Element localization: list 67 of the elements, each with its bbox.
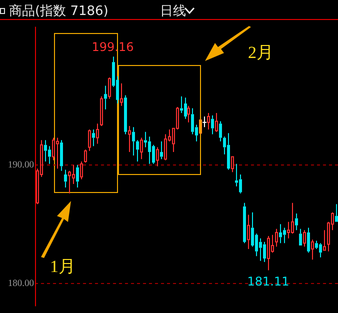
candlestick	[92, 129, 95, 147]
chart-subtitle: 日线	[160, 3, 186, 20]
candlestick	[184, 97, 187, 120]
candlestick	[323, 230, 326, 251]
candlestick	[227, 132, 230, 170]
candlestick	[279, 224, 282, 244]
candlestick	[303, 230, 306, 248]
candlestick	[275, 228, 278, 248]
candlestick	[187, 105, 190, 123]
candlestick	[263, 241, 266, 263]
candlestick	[44, 140, 47, 162]
candlestick	[219, 120, 222, 142]
candlestick	[291, 202, 294, 234]
candlestick	[287, 221, 290, 239]
candlestick	[156, 146, 159, 167]
candlestick	[88, 129, 91, 152]
annotation: 181.11	[247, 274, 290, 288]
candlestick	[251, 212, 254, 248]
candlestick	[164, 134, 167, 161]
candlestick	[311, 239, 314, 260]
candlestick	[68, 170, 71, 194]
candlestick	[160, 140, 163, 160]
candlestick	[148, 136, 151, 164]
candlestick	[140, 137, 143, 160]
candlestick	[72, 164, 75, 184]
candlestick	[207, 112, 210, 130]
candlestick	[319, 242, 322, 258]
candlestick	[191, 108, 194, 135]
candlestick	[132, 126, 135, 156]
candlestick	[315, 240, 318, 250]
candlestick	[211, 114, 214, 135]
candlestick	[180, 96, 183, 114]
candlestick	[52, 137, 55, 161]
candlestick	[295, 213, 298, 231]
candlestick	[247, 214, 250, 250]
candlestick	[96, 123, 99, 144]
candlestick	[243, 202, 246, 244]
candlestick	[64, 169, 67, 188]
annotation: 2月	[248, 42, 274, 64]
candlestick	[100, 96, 103, 126]
candlestick	[199, 118, 202, 135]
candlestick	[307, 227, 310, 254]
candlestick	[152, 144, 155, 164]
candlestick	[299, 228, 302, 246]
candlestick	[259, 238, 262, 262]
candlestick	[128, 125, 131, 153]
candlestick	[108, 76, 111, 100]
candlestick	[60, 140, 63, 172]
candlestick	[335, 204, 338, 222]
candlestick	[48, 146, 51, 164]
candlestick	[239, 174, 242, 194]
candlestick	[76, 164, 79, 188]
candlestick	[124, 94, 127, 135]
candlestick	[120, 82, 123, 106]
candlestick	[84, 149, 87, 164]
candlestick	[215, 112, 218, 132]
candlestick	[283, 227, 286, 244]
annotation: 1月	[50, 256, 76, 278]
candlestick	[231, 156, 234, 173]
candlestick	[104, 85, 107, 110]
chart-title: 商品(指数 7186)	[9, 3, 108, 20]
y-tick-label: 190.00	[8, 160, 34, 171]
candlestick	[267, 236, 270, 271]
candlestick	[144, 131, 147, 148]
candlestick	[136, 140, 139, 162]
candlestick	[80, 160, 83, 180]
y-tick-label: 180.00	[8, 278, 34, 289]
